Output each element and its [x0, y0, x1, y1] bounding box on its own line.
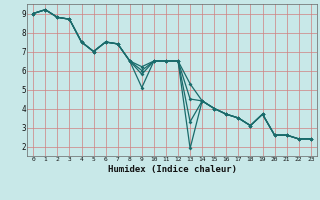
X-axis label: Humidex (Indice chaleur): Humidex (Indice chaleur) — [108, 165, 236, 174]
